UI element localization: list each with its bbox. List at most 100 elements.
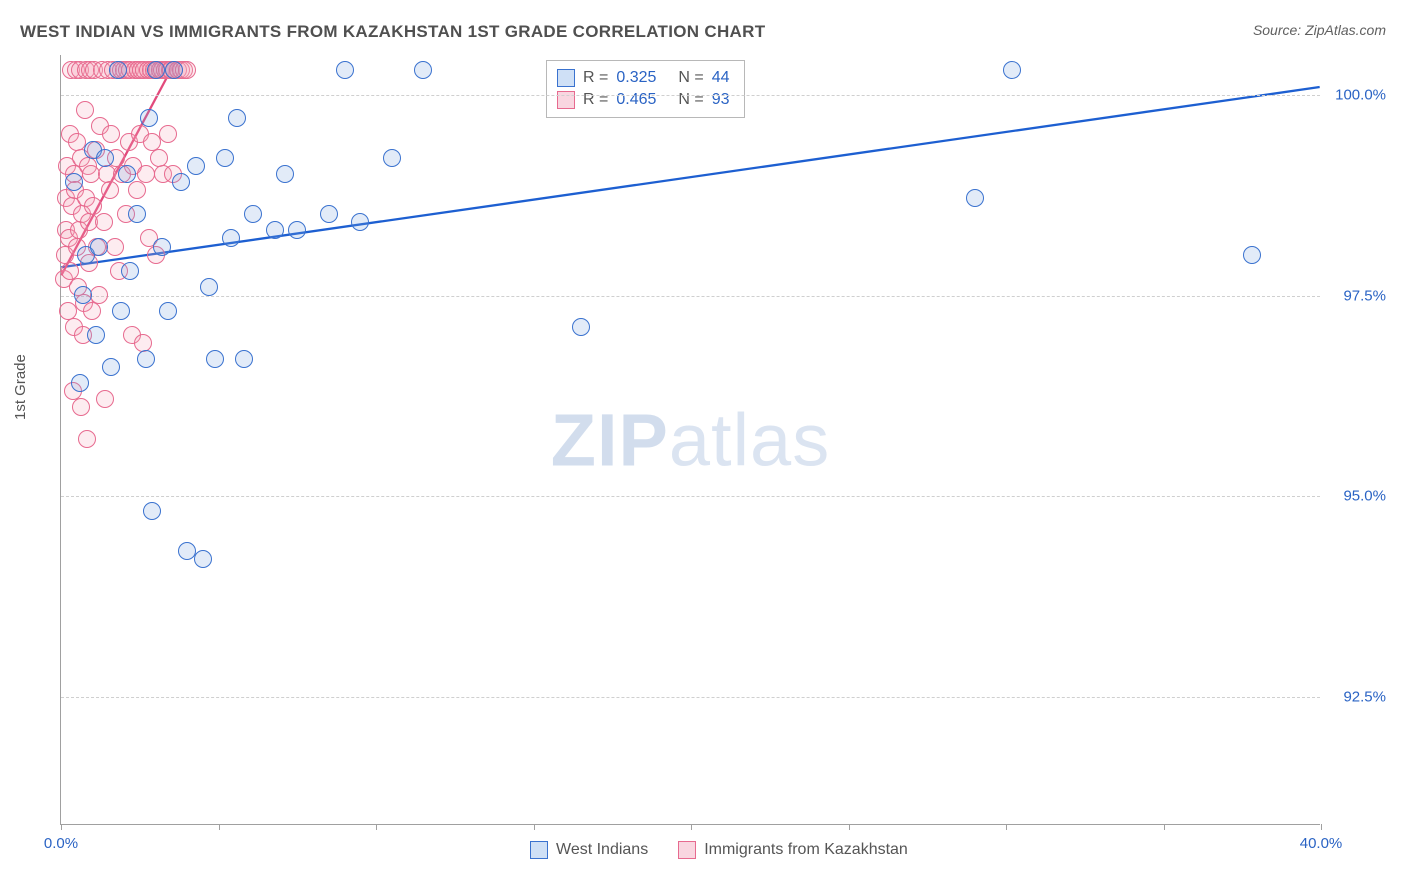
data-point (351, 213, 369, 231)
data-point (336, 61, 354, 79)
chart-title: WEST INDIAN VS IMMIGRANTS FROM KAZAKHSTA… (20, 22, 765, 42)
data-point (128, 181, 146, 199)
y-tick-label: 100.0% (1326, 87, 1386, 104)
x-tick (691, 824, 692, 830)
data-point (153, 238, 171, 256)
x-tick (1006, 824, 1007, 830)
data-point (572, 318, 590, 336)
data-point (95, 213, 113, 231)
data-point (90, 286, 108, 304)
data-point (102, 358, 120, 376)
data-point (137, 350, 155, 368)
legend-label: Immigrants from Kazakhstan (704, 841, 908, 859)
legend-swatch (557, 69, 575, 87)
data-point (96, 390, 114, 408)
data-point (121, 262, 139, 280)
data-point (65, 173, 83, 191)
x-tick-label: 40.0% (1300, 835, 1343, 852)
data-point (222, 229, 240, 247)
data-point (128, 205, 146, 223)
legend-swatch (678, 841, 696, 859)
r-label: R = (583, 91, 608, 109)
data-point (159, 302, 177, 320)
x-tick (849, 824, 850, 830)
data-point (83, 302, 101, 320)
data-point (137, 165, 155, 183)
data-point (74, 286, 92, 304)
data-point (72, 398, 90, 416)
legend-swatch (530, 841, 548, 859)
data-point (1243, 246, 1261, 264)
data-point (101, 181, 119, 199)
data-point (172, 173, 190, 191)
chart-area: ZIPatlas R =0.325N =44R =0.465N =93 92.5… (60, 55, 1320, 825)
data-point (288, 221, 306, 239)
y-tick-label: 95.0% (1326, 488, 1386, 505)
data-point (90, 238, 108, 256)
data-point (84, 197, 102, 215)
gridline-h (61, 95, 1320, 96)
data-point (134, 334, 152, 352)
n-label: N = (678, 69, 703, 87)
data-point (165, 61, 183, 79)
r-value: 0.325 (616, 69, 656, 87)
legend-swatch (557, 91, 575, 109)
x-tick-label: 0.0% (44, 835, 78, 852)
x-tick (534, 824, 535, 830)
legend-label: West Indians (556, 841, 648, 859)
data-point (244, 205, 262, 223)
data-point (383, 149, 401, 167)
r-label: R = (583, 69, 608, 87)
data-point (71, 374, 89, 392)
data-point (228, 109, 246, 127)
legend-item: West Indians (530, 841, 648, 859)
n-value: 44 (712, 69, 730, 87)
plot-area: ZIPatlas R =0.325N =44R =0.465N =93 92.5… (60, 55, 1320, 825)
data-point (1003, 61, 1021, 79)
data-point (187, 157, 205, 175)
x-tick (376, 824, 377, 830)
series-legend: West Indians Immigrants from Kazakhstan (530, 841, 908, 859)
r-value: 0.465 (616, 91, 656, 109)
data-point (147, 61, 165, 79)
data-point (140, 109, 158, 127)
y-tick-label: 92.5% (1326, 688, 1386, 705)
trend-lines-layer (61, 55, 1320, 824)
source-label: Source: ZipAtlas.com (1253, 22, 1386, 38)
data-point (118, 165, 136, 183)
x-tick (1321, 824, 1322, 830)
data-point (78, 430, 96, 448)
x-tick (1164, 824, 1165, 830)
data-point (266, 221, 284, 239)
gridline-h (61, 697, 1320, 698)
data-point (96, 149, 114, 167)
data-point (76, 101, 94, 119)
y-tick-label: 97.5% (1326, 287, 1386, 304)
n-value: 93 (712, 91, 730, 109)
x-tick (219, 824, 220, 830)
regression-legend: R = 0.325 N = 44 R = 0.465 N = 93 (546, 60, 745, 118)
data-point (109, 61, 127, 79)
reg-legend-row: R = 0.325 N = 44 (557, 67, 730, 89)
data-point (235, 350, 253, 368)
data-point (143, 502, 161, 520)
data-point (200, 278, 218, 296)
data-point (206, 350, 224, 368)
legend-item: Immigrants from Kazakhstan (678, 841, 908, 859)
data-point (216, 149, 234, 167)
data-point (102, 125, 120, 143)
data-point (966, 189, 984, 207)
gridline-h (61, 496, 1320, 497)
reg-legend-row: R = 0.465 N = 93 (557, 89, 730, 111)
data-point (159, 125, 177, 143)
y-axis-label: 1st Grade (12, 354, 29, 420)
data-point (414, 61, 432, 79)
data-point (276, 165, 294, 183)
data-point (194, 550, 212, 568)
data-point (87, 326, 105, 344)
data-point (106, 238, 124, 256)
x-tick (61, 824, 62, 830)
data-point (320, 205, 338, 223)
n-label: N = (678, 91, 703, 109)
data-point (112, 302, 130, 320)
